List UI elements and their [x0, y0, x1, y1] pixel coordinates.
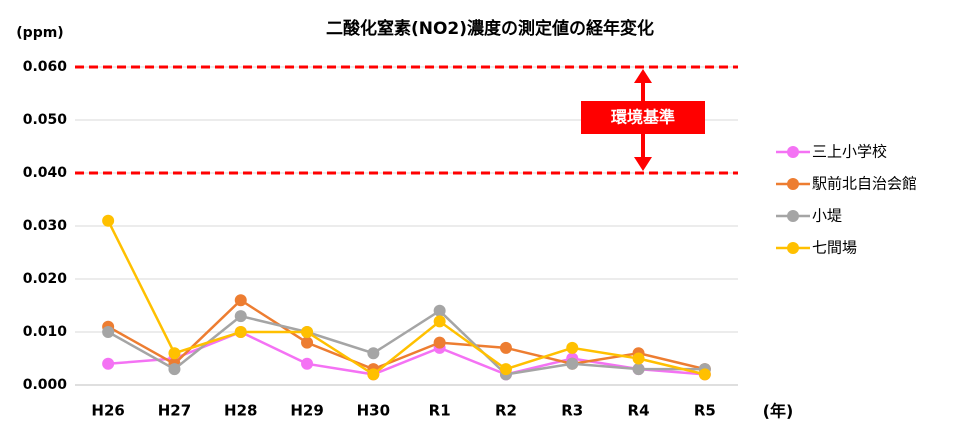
- data-point: [102, 326, 115, 338]
- data-point: [102, 214, 115, 227]
- chart-title: 二酸化窒素(NO2)濃度の測定値の経年変化: [326, 18, 654, 39]
- data-point: [433, 304, 446, 317]
- x-tick-label: H26: [91, 402, 124, 420]
- y-axis-label: (ppm): [16, 25, 63, 41]
- y-tick-label: 0.060: [23, 59, 68, 75]
- y-tick-label: 0.020: [23, 271, 68, 287]
- data-point: [301, 326, 314, 338]
- x-tick-label: R5: [694, 402, 716, 420]
- y-tick-label: 0.050: [23, 112, 68, 128]
- y-tick-label: 0.000: [23, 377, 68, 393]
- data-point: [367, 368, 380, 381]
- arrow-head: [634, 69, 652, 83]
- legend-marker: [787, 178, 799, 190]
- series-line: [108, 330, 705, 376]
- x-tick-label: H27: [158, 402, 191, 420]
- legend-marker: [787, 146, 799, 158]
- data-point: [102, 357, 115, 370]
- x-tick-label: R2: [495, 402, 517, 420]
- data-point: [301, 357, 314, 370]
- data-point: [632, 363, 645, 376]
- data-point: [234, 310, 247, 323]
- annotation-box: [581, 101, 705, 134]
- data-point: [698, 368, 711, 381]
- x-tick-label: R3: [561, 402, 583, 420]
- x-tick-label: R1: [429, 402, 451, 420]
- data-point: [168, 347, 181, 360]
- y-tick-label: 0.030: [23, 218, 68, 234]
- legend-label: 小堤: [812, 207, 842, 225]
- y-tick-label: 0.040: [23, 165, 68, 181]
- legend-marker: [787, 210, 799, 222]
- data-point: [234, 326, 247, 338]
- x-tick-label: R4: [628, 402, 650, 420]
- x-tick-label: H29: [290, 402, 323, 420]
- data-point: [566, 357, 579, 370]
- arrow-head: [634, 157, 652, 171]
- series-line: [107, 220, 706, 376]
- legend-marker: [787, 242, 799, 254]
- data-point: [301, 336, 314, 349]
- data-point: [499, 341, 512, 354]
- annotation: 環境基準: [611, 108, 675, 127]
- legend-label: 七間場: [812, 239, 857, 257]
- legend-label: 三上小学校: [812, 143, 887, 161]
- legend-label: 駅前北自治会館: [812, 175, 917, 193]
- data-point: [566, 341, 579, 354]
- x-tick-label: H30: [357, 402, 390, 420]
- series-line: [107, 298, 706, 371]
- data-point: [433, 315, 446, 328]
- x-axis-label: (年): [763, 402, 794, 421]
- data-point: [433, 336, 446, 349]
- data-point: [499, 363, 512, 376]
- data-point: [632, 352, 645, 365]
- data-point: [168, 363, 181, 376]
- x-tick-label: H28: [224, 402, 257, 420]
- data-point: [234, 294, 247, 307]
- data-point: [367, 347, 380, 360]
- y-tick-label: 0.010: [23, 324, 68, 340]
